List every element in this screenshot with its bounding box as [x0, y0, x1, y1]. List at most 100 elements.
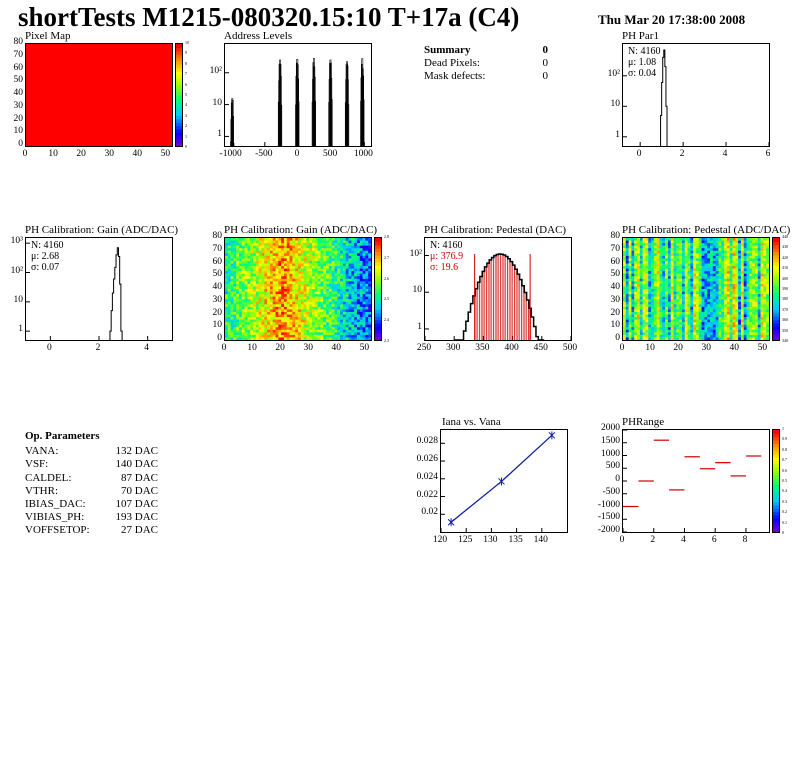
heatmap-cell: [269, 255, 274, 259]
heatmap-cell: [637, 314, 641, 318]
heatmap-cell: [681, 258, 686, 262]
heatmap-cell: [659, 260, 663, 264]
heatmap-cell: [295, 314, 299, 318]
heatmap-cell: [281, 260, 285, 264]
gain-map-ytick: 80: [212, 231, 223, 241]
heatmap-cell: [317, 337, 321, 340]
heatmap-cell: [359, 294, 363, 298]
heatmap-cell: [230, 253, 234, 257]
heatmap-cell: [712, 240, 717, 244]
heatmap-cell: [718, 337, 722, 340]
heatmap-cell: [278, 271, 282, 275]
heatmap-cell: [342, 306, 347, 310]
heatmap-cell: [227, 289, 232, 292]
heatmap-cell: [317, 248, 321, 252]
heatmap-cell: [712, 319, 717, 323]
heatmap-cell: [743, 304, 747, 308]
heatmap-cell: [642, 281, 646, 285]
heatmap-cell: [757, 240, 761, 244]
heatmap-cell: [659, 294, 663, 298]
heatmap-cell: [752, 258, 756, 262]
heatmap-cell: [746, 273, 750, 277]
heatmap-cell: [233, 329, 237, 333]
heatmap-cell: [628, 334, 632, 338]
heatmap-cell: [710, 314, 714, 318]
heatmap-cell: [337, 271, 341, 275]
gain-map-palette-band: [375, 306, 381, 310]
heatmap-cell: [326, 255, 330, 259]
heatmap-cell: [760, 248, 764, 252]
heatmap-cell: [724, 243, 728, 247]
heatmap-cell: [244, 286, 248, 290]
heatmap-cell: [368, 317, 371, 320]
heatmap-cell: [693, 238, 697, 241]
heatmap-cell: [726, 245, 731, 249]
heatmap-cell: [726, 294, 731, 298]
heatmap-cell: [264, 273, 268, 277]
heatmap-cell: [743, 332, 747, 336]
heatmap-cell: [241, 245, 246, 249]
heatmap-cell: [721, 276, 725, 280]
heatmap-cell: [752, 273, 756, 277]
heatmap-cell: [331, 311, 335, 315]
heatmap-cell: [721, 291, 725, 295]
heatmap-cell: [738, 332, 742, 336]
heatmap-cell: [754, 329, 759, 333]
heatmap-cell: [634, 324, 638, 328]
heatmap-cell: [766, 309, 769, 313]
heatmap-cell: [354, 322, 358, 326]
heatmap-cell: [752, 253, 756, 257]
heatmap-cell: [306, 334, 310, 338]
heatmap-cell: [687, 324, 691, 328]
heatmap-cell: [721, 317, 725, 320]
heatmap-cell: [340, 253, 344, 257]
heatmap-cell: [283, 250, 288, 254]
heatmap-cell: [345, 278, 349, 282]
heatmap-cell: [757, 271, 761, 275]
heatmap-cell: [676, 327, 680, 331]
heatmap-cell: [348, 271, 352, 275]
heatmap-cell: [642, 317, 646, 320]
heatmap-cell: [625, 286, 630, 290]
heatmap-cell: [732, 255, 736, 259]
heatmap-cell: [300, 255, 305, 259]
heatmap-cell: [625, 334, 630, 338]
heatmap-cell: [298, 278, 302, 282]
heatmap-cell: [743, 255, 747, 259]
heatmap-cell: [320, 268, 324, 272]
heatmap-cell: [754, 319, 759, 323]
heatmap-cell: [314, 291, 319, 295]
heatmap-cell: [754, 273, 759, 277]
heatmap-cell: [281, 250, 285, 254]
heatmap-cell: [623, 260, 627, 264]
heatmap-cell: [681, 327, 686, 331]
heatmap-cell: [670, 240, 674, 244]
heatmap-cell: [634, 309, 638, 313]
heatmap-cell: [241, 329, 246, 333]
heatmap-cell: [317, 260, 321, 264]
heatmap-cell: [359, 324, 363, 328]
heatmap-cell: [225, 311, 229, 315]
heatmap-cell: [359, 245, 363, 249]
pixel-map-ztick: 2: [185, 123, 187, 129]
heatmap-cell: [317, 314, 321, 318]
heatmap-cell: [634, 327, 638, 331]
heatmap-cell: [298, 304, 302, 308]
heatmap-cell: [272, 294, 276, 298]
heatmap-cell: [659, 255, 663, 259]
heatmap-cell: [670, 334, 674, 338]
heatmap-cell: [701, 319, 705, 323]
heatmap-cell: [269, 314, 274, 318]
heatmap-cell: [754, 260, 759, 264]
heatmap-cell: [241, 266, 246, 269]
heatmap-cell: [667, 255, 672, 259]
heatmap-cell: [749, 319, 753, 323]
heatmap-cell: [679, 260, 683, 264]
heatmap-cell: [701, 309, 705, 313]
heatmap-cell: [300, 324, 305, 328]
iana-vana-point: [548, 431, 556, 440]
heatmap-cell: [732, 301, 736, 305]
heatmap-cell: [659, 278, 663, 282]
heatmap-cell: [267, 319, 271, 323]
heatmap-cell: [721, 304, 725, 308]
